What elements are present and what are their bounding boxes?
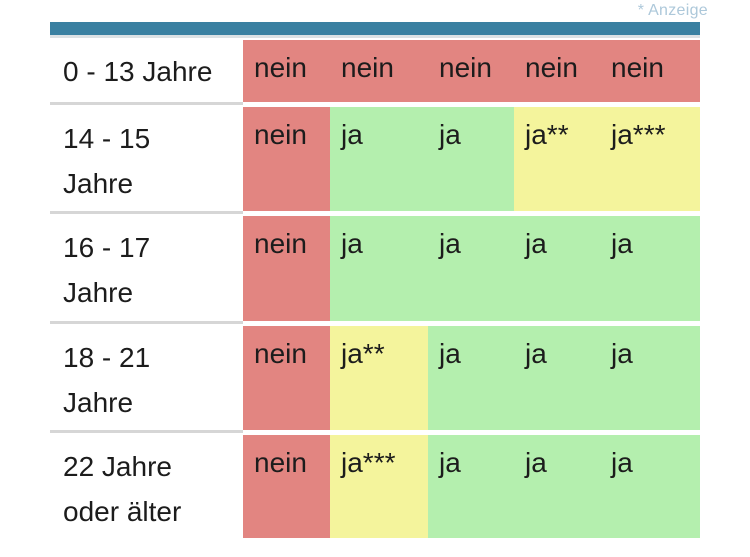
table-cell: nein: [243, 435, 330, 538]
table-cell: ja: [330, 216, 428, 321]
table-cell: ja: [600, 216, 700, 321]
table-cell: nein: [514, 40, 600, 102]
table-cell: ja: [428, 326, 514, 430]
table-cell: nein: [600, 40, 700, 102]
table-cell: ja: [428, 216, 514, 321]
table-cell: ja: [514, 216, 600, 321]
table-cell: nein: [330, 40, 428, 102]
ad-marker-label: * Anzeige: [637, 2, 708, 19]
row-label-22-plus: 22 Jahre oder älter: [50, 435, 243, 538]
table-header-bar: [50, 22, 700, 35]
table-cell: nein: [243, 216, 330, 321]
table-cell: ja: [600, 435, 700, 538]
age-permission-table: 0 - 13 Jahre nein nein nein nein nein 14…: [50, 22, 700, 538]
table-cell: ja: [428, 107, 514, 211]
row-label-16-17: 16 - 17 Jahre: [50, 216, 243, 321]
table-cell: nein: [428, 40, 514, 102]
table-cell: ja: [428, 435, 514, 538]
row-label-0-13: 0 - 13 Jahre: [50, 40, 243, 102]
table-cell: ja: [514, 435, 600, 538]
table-cell: ja***: [330, 435, 428, 538]
table-cell: ja: [330, 107, 428, 211]
table-cell: ja**: [330, 326, 428, 430]
table-cell: nein: [243, 40, 330, 102]
table-cell: nein: [243, 107, 330, 211]
table-cell: ja: [514, 326, 600, 430]
row-label-18-21: 18 - 21 Jahre: [50, 326, 243, 430]
table-cell: ja**: [514, 107, 600, 211]
table-cell: ja***: [600, 107, 700, 211]
table-cell: ja: [600, 326, 700, 430]
table-cell: nein: [243, 326, 330, 430]
row-label-14-15: 14 - 15 Jahre: [50, 107, 243, 211]
